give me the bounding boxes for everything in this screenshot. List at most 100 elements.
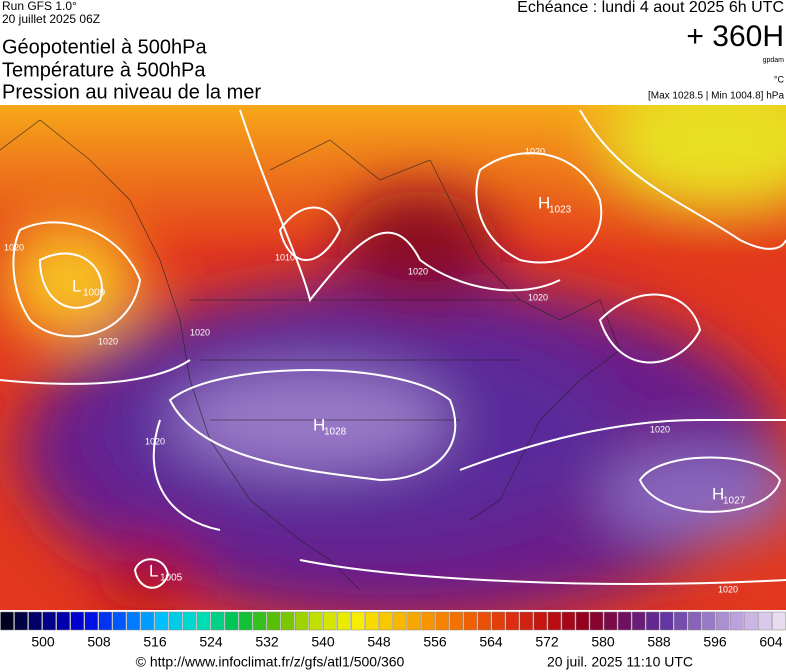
- center-value: 1027: [723, 496, 746, 507]
- colorbar-swatch: [491, 611, 506, 631]
- colorbar-swatch: [196, 611, 211, 631]
- colorbar-swatch: [28, 611, 42, 631]
- colorbar-swatch: [42, 611, 56, 631]
- colorbar-label: 548: [367, 634, 391, 650]
- center-value: 1009: [83, 288, 106, 299]
- center-value: 1028: [324, 427, 347, 438]
- colorbar-swatch: [280, 611, 295, 631]
- colorbar-swatch: [435, 611, 449, 631]
- center-letter: H: [712, 484, 724, 503]
- colorbar-swatch: [589, 611, 604, 631]
- colorbar-swatch: [98, 611, 113, 631]
- unit: gpdam: [763, 57, 785, 64]
- colorbar-swatch: [603, 611, 618, 631]
- colorbar-label: 532: [255, 634, 279, 650]
- colorbar-label: 588: [647, 634, 671, 650]
- colorbar-swatch: [14, 611, 28, 631]
- colorbar-swatch: [505, 611, 520, 631]
- colorbar-swatch: [393, 611, 407, 631]
- colorbar-swatch: [673, 611, 688, 631]
- contour-label: 1020: [408, 266, 428, 276]
- colorbar-swatch: [575, 611, 590, 631]
- colorbar-swatch: [238, 611, 253, 631]
- colorbar-swatch: [266, 611, 281, 631]
- colorbar-swatch: [477, 611, 492, 631]
- colorbar-label: 556: [423, 634, 447, 650]
- center-letter: H: [538, 193, 550, 212]
- valid-time: Echéance : lundi 4 aout 2025 6h UTC: [517, 0, 784, 16]
- colorbar-swatch: [351, 611, 365, 631]
- colorbar-swatch: [645, 611, 660, 631]
- title-line: Pression au niveau de la mer: [2, 81, 261, 103]
- colorbar-bg: [0, 610, 786, 632]
- colorbar-swatch: [154, 611, 169, 631]
- center-letter: L: [149, 561, 158, 580]
- colorbar-swatch: [659, 611, 674, 631]
- lead-time: + 360H: [686, 20, 784, 53]
- contour-label: 1010: [275, 252, 295, 262]
- contour-label: 1020: [190, 327, 210, 337]
- colorbar-swatch: [309, 611, 323, 631]
- center-letter: H: [313, 415, 325, 434]
- colorbar-swatch: [140, 611, 155, 631]
- colorbar-swatch: [744, 611, 758, 631]
- colorbar-swatch: [463, 611, 477, 631]
- extremes: [Max 1028.5 | Min 1004.8] hPa: [648, 91, 784, 102]
- colorbar-swatch: [295, 611, 309, 631]
- colorbar-label: 572: [535, 634, 559, 650]
- colorbar-label: 500: [31, 634, 55, 650]
- colorbar-swatch: [168, 611, 183, 631]
- contour-label: 1020: [718, 584, 738, 594]
- colorbar-swatch: [365, 611, 379, 631]
- colorbar-swatch: [421, 611, 435, 631]
- colorbar-swatch: [337, 611, 351, 631]
- colorbar-label: 508: [87, 634, 111, 650]
- contour-label: 1020: [98, 336, 118, 346]
- title-line: Géopotentiel à 500hPa: [2, 36, 207, 58]
- contour-label: 1020: [145, 436, 165, 446]
- center-value: 1005: [160, 573, 183, 584]
- colorbar-swatch: [210, 611, 225, 631]
- colorbar-swatch: [224, 611, 239, 631]
- colorbar-swatch: [182, 611, 197, 631]
- colorbar-swatch: [126, 611, 141, 631]
- colorbar-swatch: [716, 611, 730, 631]
- colorbar-label: 540: [311, 634, 335, 650]
- colorbar-swatch: [631, 611, 646, 631]
- colorbar-label: 524: [199, 634, 223, 650]
- unit: °C: [774, 74, 785, 84]
- contour-label: 1020: [650, 424, 670, 434]
- title-line: Température à 500hPa: [2, 59, 206, 81]
- contour-label: 1020: [528, 292, 548, 302]
- colorbar-swatch: [449, 611, 463, 631]
- center-letter: L: [72, 276, 81, 295]
- colorbar-swatch: [70, 611, 84, 631]
- colorbar-label: 604: [759, 634, 783, 650]
- colorbar-swatch: [519, 611, 534, 631]
- colorbar-swatch: [547, 611, 562, 631]
- colorbar-label: 516: [143, 634, 167, 650]
- colorbar-swatch: [702, 611, 716, 631]
- colorbar-swatch: [0, 611, 14, 631]
- center-value: 1023: [549, 205, 572, 216]
- colorbar-swatch: [323, 611, 337, 631]
- colorbar-swatch: [252, 611, 267, 631]
- colorbar-swatch: [561, 611, 576, 631]
- run: Run GFS 1.0°: [2, 0, 77, 13]
- colorbar-swatch: [112, 611, 127, 631]
- source: © http://www.infoclimat.fr/z/gfs/atl1/50…: [136, 654, 405, 670]
- colorbar-swatch: [84, 611, 99, 631]
- colorbar-swatch: [730, 611, 744, 631]
- colorbar-swatch: [407, 611, 421, 631]
- colorbar-swatch: [758, 611, 772, 631]
- colorbar-swatch: [688, 611, 702, 631]
- contour-label: 1020: [525, 146, 545, 156]
- colorbar-swatch: [56, 611, 70, 631]
- colorbar-swatch: [533, 611, 548, 631]
- map: [0, 105, 786, 610]
- colorbar-swatch: [379, 611, 393, 631]
- colorbar-swatch: [772, 611, 786, 631]
- contour-label: 1020: [4, 242, 24, 252]
- generated: 20 juil. 2025 11:10 UTC: [547, 654, 693, 670]
